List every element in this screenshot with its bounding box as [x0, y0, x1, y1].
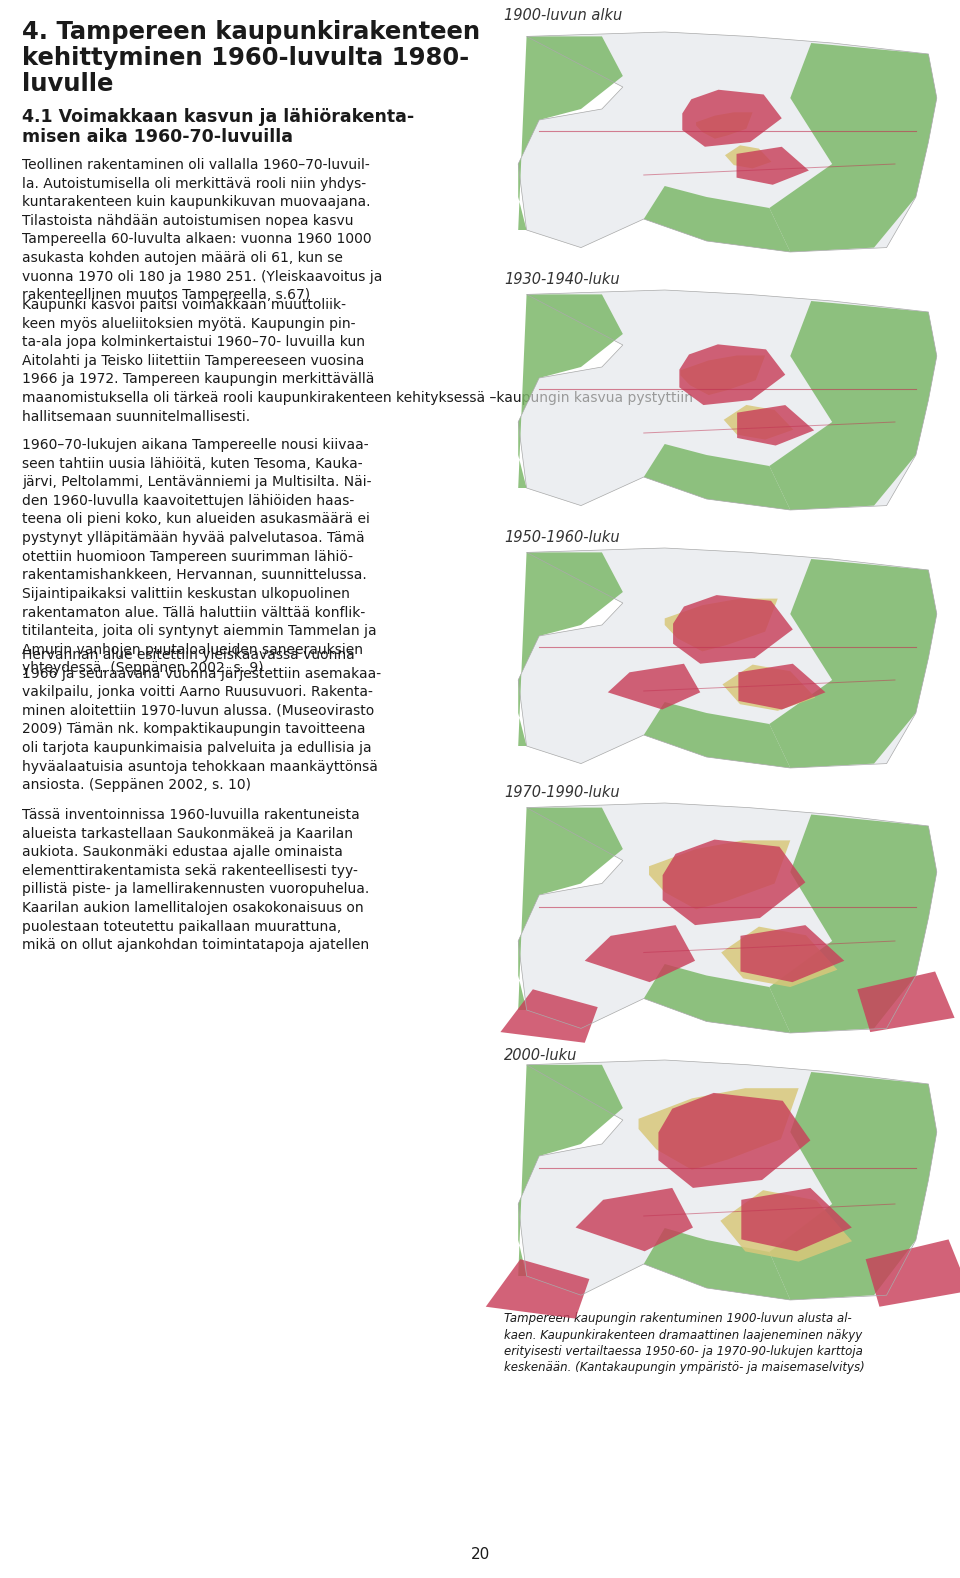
Polygon shape	[518, 1060, 937, 1300]
Text: Tampereen kaupungin rakentuminen 1900-luvun alusta al-
kaen. Kaupunkirakenteen d: Tampereen kaupungin rakentuminen 1900-lu…	[504, 1311, 865, 1374]
Polygon shape	[741, 1188, 852, 1251]
Text: 1960–70-lukujen aikana Tampereelle nousi kiivaa-
seen tahtiin uusia lähiöitä, ku: 1960–70-lukujen aikana Tampereelle nousi…	[22, 439, 376, 675]
Polygon shape	[659, 1094, 810, 1188]
Polygon shape	[662, 839, 805, 925]
Polygon shape	[518, 290, 937, 510]
Polygon shape	[649, 841, 790, 909]
Polygon shape	[518, 295, 623, 488]
Polygon shape	[518, 803, 937, 1034]
Polygon shape	[585, 925, 695, 982]
Polygon shape	[486, 1259, 589, 1319]
Polygon shape	[721, 926, 837, 986]
Polygon shape	[644, 186, 790, 252]
Polygon shape	[644, 1228, 790, 1300]
Text: Kaupunki kasvoi paitsi voimakkaan muuttoliik-
keen myös alueliitoksien myötä. Ka: Kaupunki kasvoi paitsi voimakkaan muutto…	[22, 298, 693, 424]
Polygon shape	[518, 808, 623, 1010]
Polygon shape	[518, 290, 937, 510]
Text: luvulle: luvulle	[22, 73, 113, 96]
Polygon shape	[518, 552, 623, 746]
Polygon shape	[518, 1065, 623, 1277]
Polygon shape	[644, 443, 790, 510]
Polygon shape	[518, 548, 937, 768]
Text: 4.1 Voimakkaan kasvun ja lähiörakenta-: 4.1 Voimakkaan kasvun ja lähiörakenta-	[22, 107, 415, 126]
Polygon shape	[518, 548, 937, 768]
Polygon shape	[518, 803, 937, 1034]
Polygon shape	[740, 925, 844, 982]
Polygon shape	[673, 595, 793, 664]
Text: Tässä inventoinnissa 1960-luvuilla rakentuneista
alueista tarkastellaan Saukonmä: Tässä inventoinnissa 1960-luvuilla raken…	[22, 808, 370, 953]
Polygon shape	[518, 1060, 937, 1300]
Polygon shape	[638, 1089, 799, 1169]
Polygon shape	[738, 664, 826, 710]
Text: kehittyminen 1960-luvulta 1980-: kehittyminen 1960-luvulta 1980-	[22, 46, 469, 69]
Polygon shape	[769, 301, 937, 510]
Polygon shape	[866, 1239, 960, 1307]
Polygon shape	[736, 147, 809, 185]
Text: 2000-luku: 2000-luku	[504, 1048, 577, 1064]
Polygon shape	[680, 344, 785, 406]
Polygon shape	[857, 972, 954, 1032]
Text: Hervannan alue esitettiin yleiskaavassa vuonna
1966 ja seuraavana vuonna järjest: Hervannan alue esitettiin yleiskaavassa …	[22, 649, 381, 792]
Polygon shape	[720, 1190, 852, 1261]
Text: 1950-1960-luku: 1950-1960-luku	[504, 530, 619, 544]
Polygon shape	[664, 598, 778, 652]
Text: 20: 20	[470, 1546, 490, 1562]
Text: Teollinen rakentaminen oli vallalla 1960–70-luvuil-
la. Autoistumisella oli merk: Teollinen rakentaminen oli vallalla 1960…	[22, 158, 382, 303]
Polygon shape	[769, 814, 937, 1034]
Text: 1930-1940-luku: 1930-1940-luku	[504, 271, 619, 287]
Polygon shape	[683, 90, 781, 147]
Polygon shape	[644, 702, 790, 768]
Polygon shape	[518, 32, 937, 252]
Polygon shape	[608, 664, 700, 710]
Polygon shape	[681, 355, 765, 394]
Polygon shape	[769, 43, 937, 252]
Polygon shape	[518, 36, 623, 230]
Polygon shape	[518, 32, 937, 252]
Text: misen aika 1960-70-luvuilla: misen aika 1960-70-luvuilla	[22, 128, 293, 147]
Polygon shape	[737, 406, 814, 445]
Text: 4. Tampereen kaupunkirakenteen: 4. Tampereen kaupunkirakenteen	[22, 21, 480, 44]
Polygon shape	[725, 145, 772, 169]
Polygon shape	[576, 1188, 693, 1251]
Polygon shape	[696, 112, 753, 139]
Polygon shape	[724, 406, 793, 440]
Polygon shape	[500, 989, 598, 1043]
Polygon shape	[723, 664, 815, 710]
Text: 1970-1990-luku: 1970-1990-luku	[504, 784, 619, 800]
Polygon shape	[769, 559, 937, 768]
Polygon shape	[769, 1071, 937, 1300]
Text: 1900-luvun alku: 1900-luvun alku	[504, 8, 622, 24]
Polygon shape	[644, 964, 790, 1034]
